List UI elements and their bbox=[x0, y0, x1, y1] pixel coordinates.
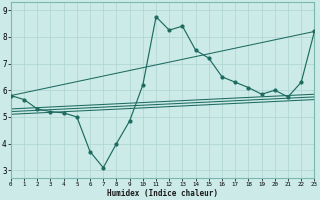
X-axis label: Humidex (Indice chaleur): Humidex (Indice chaleur) bbox=[107, 189, 218, 198]
